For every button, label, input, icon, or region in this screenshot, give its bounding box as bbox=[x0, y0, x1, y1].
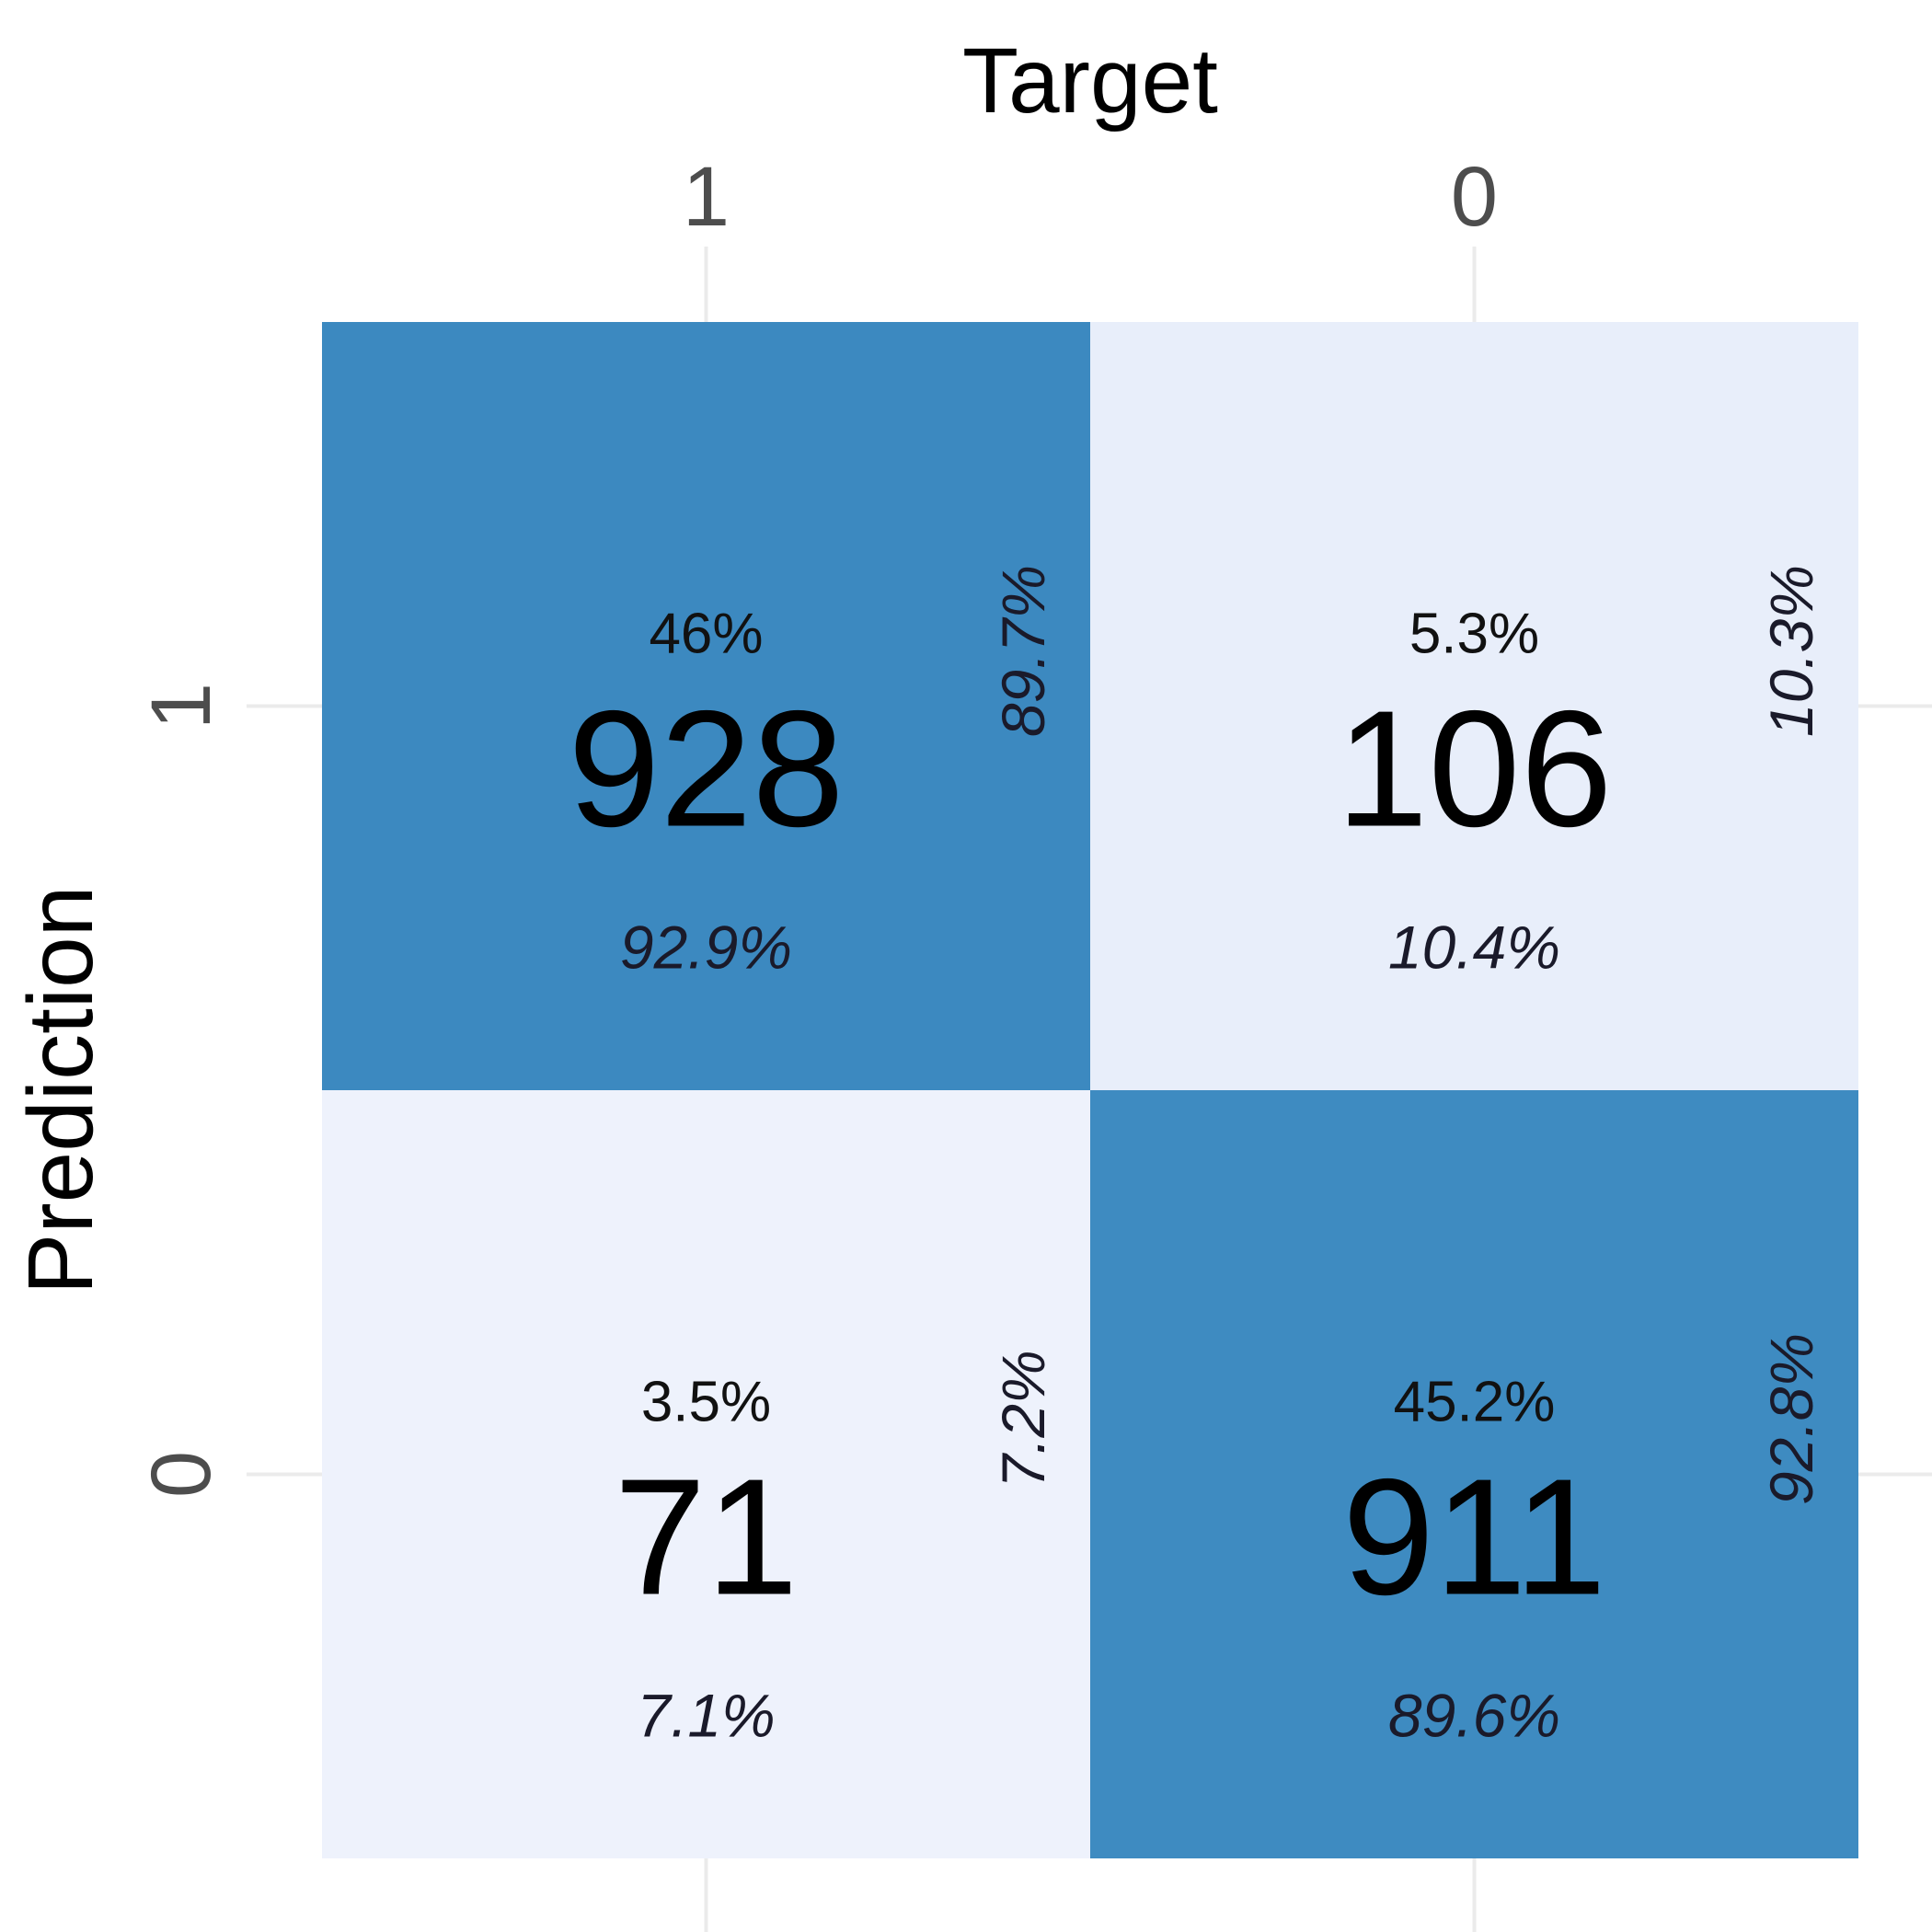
cell-column-percent: 92.9% bbox=[620, 914, 792, 982]
cell-row-percent: 7.2% bbox=[989, 1350, 1057, 1488]
matrix-cells: 46% 928 92.9% 89.7% 5.3% 106 10.4% 10.3% 3.5% 71 7… bbox=[322, 322, 1858, 1858]
cell-fill bbox=[1090, 322, 1858, 1090]
cell-count: 911 bbox=[1342, 1445, 1606, 1630]
cell-fill bbox=[322, 322, 1090, 1090]
cell-count: 106 bbox=[1336, 677, 1612, 862]
cell-overall-percent: 3.5% bbox=[641, 1371, 771, 1434]
matrix-cell: 3.5% 71 7.1% 7.2% bbox=[322, 1090, 1090, 1858]
matrix-cell: 46% 928 92.9% 89.7% bbox=[322, 322, 1090, 1090]
cell-column-percent: 10.4% bbox=[1388, 914, 1560, 982]
cell-count: 928 bbox=[568, 677, 844, 862]
cell-row-percent: 10.3% bbox=[1757, 565, 1825, 737]
cell-overall-percent: 45.2% bbox=[1394, 1371, 1556, 1434]
cell-overall-percent: 5.3% bbox=[1409, 603, 1539, 666]
y-tick-label: 1 bbox=[134, 683, 228, 730]
cell-column-percent: 89.6% bbox=[1388, 1682, 1560, 1750]
cell-column-percent: 7.1% bbox=[637, 1682, 775, 1750]
x-tick-label: 1 bbox=[683, 150, 730, 244]
cell-fill bbox=[322, 1090, 1090, 1858]
matrix-cell: 5.3% 106 10.4% 10.3% bbox=[1090, 322, 1858, 1090]
x-tick-label: 0 bbox=[1451, 150, 1498, 244]
cell-fill bbox=[1090, 1090, 1858, 1858]
y-axis-title: Prediction bbox=[9, 886, 112, 1295]
cell-count: 71 bbox=[614, 1445, 798, 1630]
matrix-cell: 45.2% 911 89.6% 92.8% bbox=[1090, 1090, 1858, 1858]
cell-row-percent: 89.7% bbox=[989, 565, 1057, 737]
x-axis-title: Target bbox=[962, 29, 1218, 132]
cell-row-percent: 92.8% bbox=[1757, 1333, 1825, 1505]
cell-overall-percent: 46% bbox=[649, 603, 763, 666]
y-tick-labels: 10 bbox=[134, 683, 228, 1498]
y-tick-label: 0 bbox=[134, 1451, 228, 1498]
